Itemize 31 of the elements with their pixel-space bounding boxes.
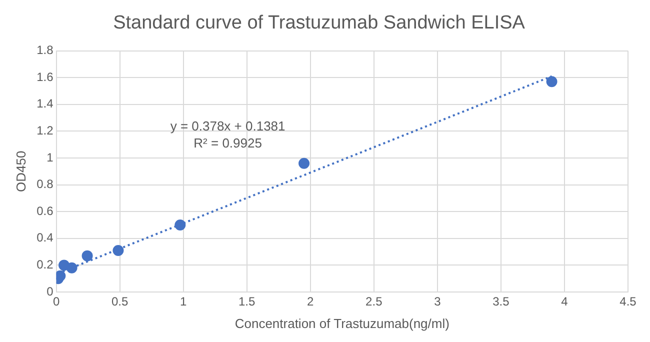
x-tick-label: 0.5: [111, 294, 128, 309]
point: [56, 270, 66, 282]
chart-title: Standard curve of Trastuzumab Sandwich ELISA: [113, 12, 526, 34]
x-tick-label: 3.5: [492, 294, 510, 309]
point: [82, 250, 93, 262]
x-tick-label: 4: [561, 294, 568, 309]
x-tick-label: 2: [307, 294, 314, 309]
point: [174, 220, 186, 230]
x-tick-label: 1: [180, 294, 187, 309]
y-tick-label: 1.2: [36, 124, 54, 138]
point: [112, 244, 124, 256]
x-tick-label: 3: [434, 294, 442, 309]
x-axis-title: Concentration of Trastuzumab(ng/ml): [234, 316, 450, 331]
y-tick-label: 0.2: [36, 258, 54, 272]
point: [546, 76, 558, 88]
y-tick-label: 0.8: [36, 177, 54, 192]
y-tick-label: 0.4: [36, 230, 54, 245]
x-tick-label: 1.5: [238, 294, 256, 309]
y-tick-label: 1.4: [36, 96, 54, 111]
y-tick-label: 1.6: [36, 70, 54, 84]
annotation: y = 0.378x + 0.1381: [170, 118, 286, 134]
annotation: R² = 0.9925: [194, 135, 262, 150]
y-axis-title: OD450: [13, 150, 28, 192]
x-tick-label: 2.5: [366, 294, 383, 309]
point: [298, 158, 310, 169]
y-tick-label: 1: [46, 150, 54, 164]
y-tick-label: 0: [46, 284, 54, 298]
y-tick-label: 0.6: [36, 204, 54, 218]
y-tick-label: 1.8: [36, 43, 54, 58]
x-tick-label: 4.5: [620, 294, 637, 309]
point: [66, 262, 78, 274]
